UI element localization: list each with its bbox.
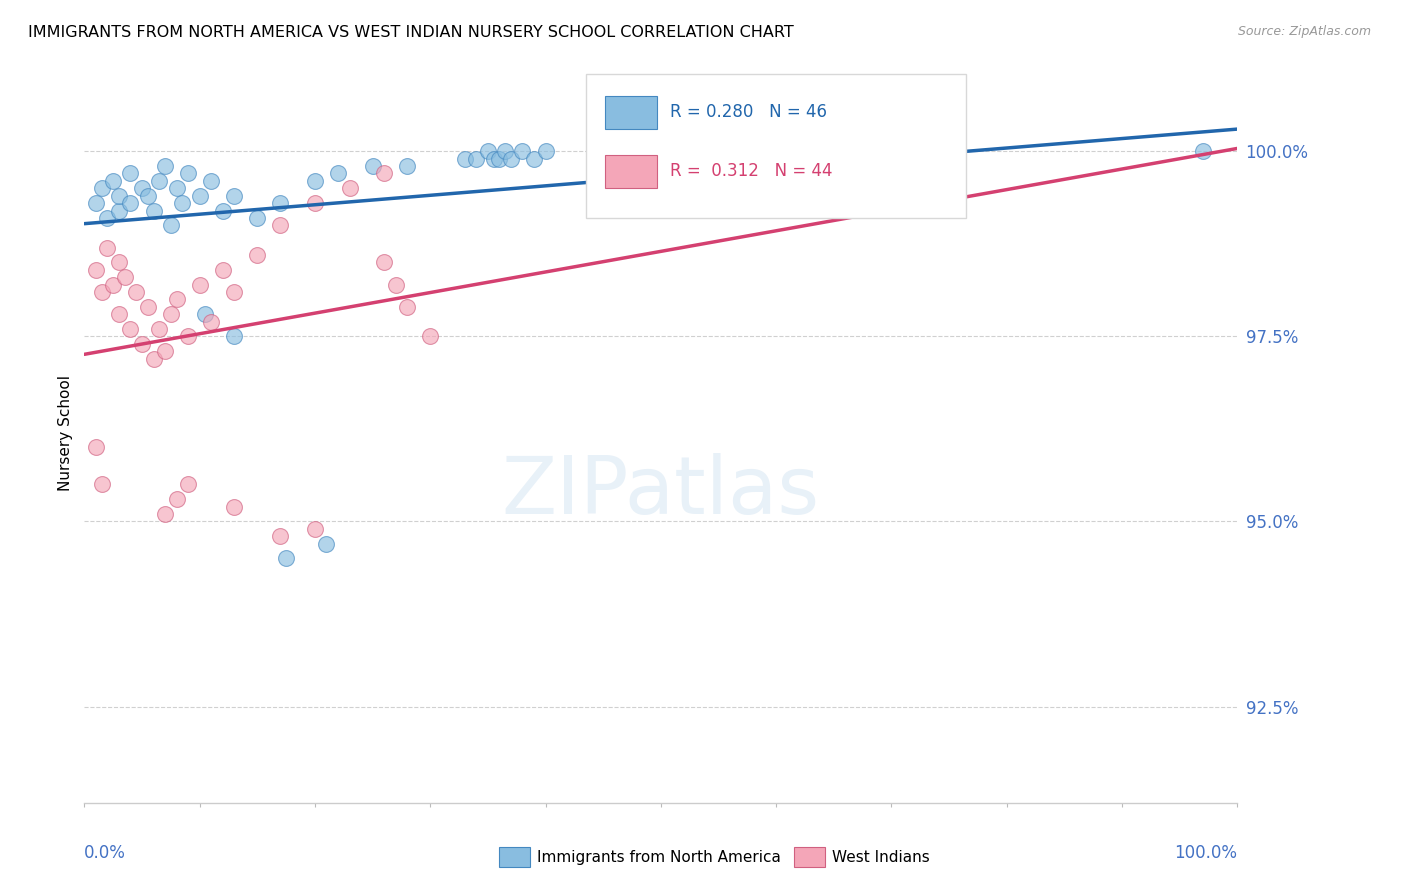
- Point: [396, 300, 419, 314]
- Point: [304, 522, 326, 536]
- Point: [304, 174, 326, 188]
- Point: [304, 196, 326, 211]
- Point: [224, 188, 246, 202]
- Point: [534, 145, 557, 159]
- Point: [200, 174, 222, 188]
- Point: [131, 181, 153, 195]
- Point: [454, 152, 477, 166]
- Point: [120, 167, 142, 181]
- Point: [269, 219, 291, 233]
- Point: [224, 500, 246, 514]
- Point: [499, 152, 522, 166]
- Text: West Indians: West Indians: [832, 850, 931, 864]
- Point: [326, 167, 349, 181]
- Text: 0.0%: 0.0%: [84, 844, 127, 862]
- Point: [276, 551, 298, 566]
- Point: [103, 277, 124, 292]
- Text: R = 0.280   N = 46: R = 0.280 N = 46: [671, 103, 827, 121]
- Point: [211, 203, 233, 218]
- Point: [177, 167, 200, 181]
- Text: R =  0.312   N = 44: R = 0.312 N = 44: [671, 162, 832, 180]
- Point: [512, 145, 534, 159]
- Point: [131, 336, 153, 351]
- Point: [103, 174, 124, 188]
- Point: [153, 344, 176, 359]
- Point: [188, 277, 211, 292]
- Point: [396, 159, 419, 173]
- Point: [177, 329, 200, 343]
- Point: [166, 492, 188, 507]
- Point: [136, 300, 159, 314]
- Text: Source: ZipAtlas.com: Source: ZipAtlas.com: [1237, 25, 1371, 38]
- Point: [96, 241, 118, 255]
- Point: [108, 255, 131, 269]
- Point: [160, 219, 183, 233]
- Point: [482, 152, 505, 166]
- Point: [194, 307, 217, 321]
- Point: [188, 188, 211, 202]
- Point: [269, 529, 291, 543]
- Point: [419, 329, 441, 343]
- Text: Immigrants from North America: Immigrants from North America: [537, 850, 780, 864]
- Point: [90, 181, 112, 195]
- Point: [523, 152, 546, 166]
- Point: [160, 307, 183, 321]
- Text: 100.0%: 100.0%: [1174, 844, 1237, 862]
- Point: [494, 145, 516, 159]
- Point: [1191, 145, 1213, 159]
- Point: [315, 536, 337, 550]
- Point: [108, 307, 131, 321]
- FancyBboxPatch shape: [586, 73, 966, 218]
- Point: [361, 159, 384, 173]
- Point: [142, 351, 165, 366]
- Point: [120, 322, 142, 336]
- Point: [120, 196, 142, 211]
- Point: [224, 329, 246, 343]
- Text: IMMIGRANTS FROM NORTH AMERICA VS WEST INDIAN NURSERY SCHOOL CORRELATION CHART: IMMIGRANTS FROM NORTH AMERICA VS WEST IN…: [28, 25, 794, 40]
- Point: [339, 181, 361, 195]
- Point: [373, 167, 395, 181]
- Point: [177, 477, 200, 491]
- Point: [224, 285, 246, 299]
- Point: [172, 196, 194, 211]
- Point: [477, 145, 499, 159]
- Point: [153, 507, 176, 521]
- Point: [84, 196, 107, 211]
- Point: [96, 211, 118, 225]
- Point: [136, 188, 159, 202]
- Point: [90, 477, 112, 491]
- Point: [125, 285, 148, 299]
- Bar: [606, 95, 658, 129]
- Point: [488, 152, 510, 166]
- Point: [166, 293, 188, 307]
- Point: [148, 174, 170, 188]
- Point: [465, 152, 488, 166]
- Y-axis label: Nursery School: Nursery School: [58, 375, 73, 491]
- Point: [166, 181, 188, 195]
- Point: [108, 188, 131, 202]
- Point: [90, 285, 112, 299]
- Point: [108, 203, 131, 218]
- Text: ZIPatlas: ZIPatlas: [502, 453, 820, 531]
- Point: [142, 203, 165, 218]
- Point: [211, 262, 233, 277]
- Point: [384, 277, 406, 292]
- Point: [84, 262, 107, 277]
- Point: [84, 441, 107, 455]
- Point: [200, 315, 222, 329]
- Point: [373, 255, 395, 269]
- Point: [246, 211, 269, 225]
- Point: [153, 159, 176, 173]
- Bar: [606, 155, 658, 188]
- Point: [114, 270, 136, 285]
- Point: [148, 322, 170, 336]
- Point: [269, 196, 291, 211]
- Point: [246, 248, 269, 262]
